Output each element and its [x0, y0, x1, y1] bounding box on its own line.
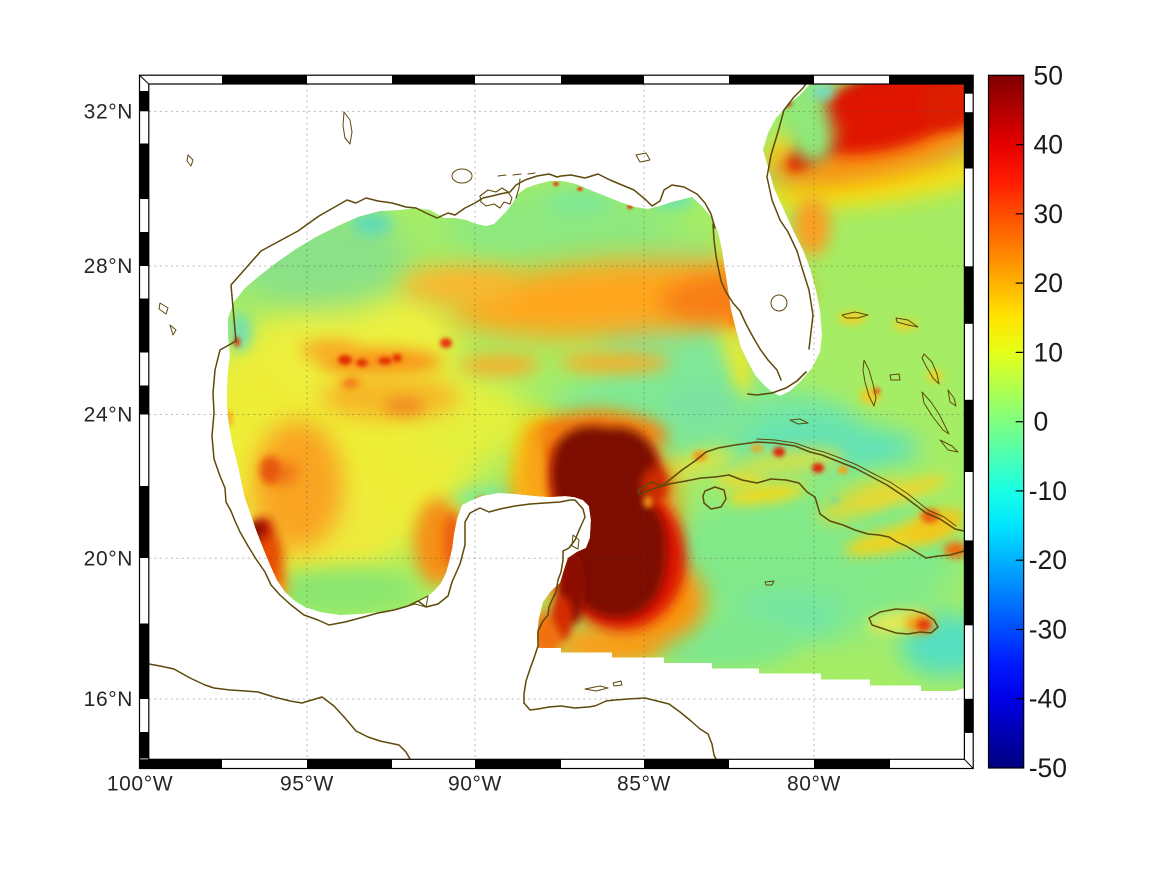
svg-text:32°N: 32°N	[84, 100, 133, 123]
svg-text:-40: -40	[1029, 684, 1067, 714]
svg-text:100°W: 100°W	[107, 773, 173, 796]
svg-text:16°N: 16°N	[84, 688, 133, 711]
svg-text:30: 30	[1034, 199, 1063, 229]
svg-text:90°W: 90°W	[448, 773, 502, 796]
svg-text:0: 0	[1034, 407, 1049, 437]
svg-text:-20: -20	[1029, 545, 1067, 575]
svg-text:-30: -30	[1029, 615, 1067, 645]
svg-text:-10: -10	[1029, 476, 1067, 506]
svg-text:80°W: 80°W	[787, 773, 841, 796]
svg-text:10: 10	[1034, 337, 1063, 367]
svg-text:20°N: 20°N	[84, 547, 133, 570]
svg-text:95°W: 95°W	[280, 773, 334, 796]
svg-text:50: 50	[1034, 60, 1063, 90]
svg-text:85°W: 85°W	[617, 773, 671, 796]
svg-text:24°N: 24°N	[84, 404, 133, 427]
svg-text:20: 20	[1034, 268, 1063, 298]
svg-text:-50: -50	[1029, 753, 1067, 783]
svg-text:40: 40	[1034, 130, 1063, 160]
svg-text:28°N: 28°N	[84, 255, 133, 278]
